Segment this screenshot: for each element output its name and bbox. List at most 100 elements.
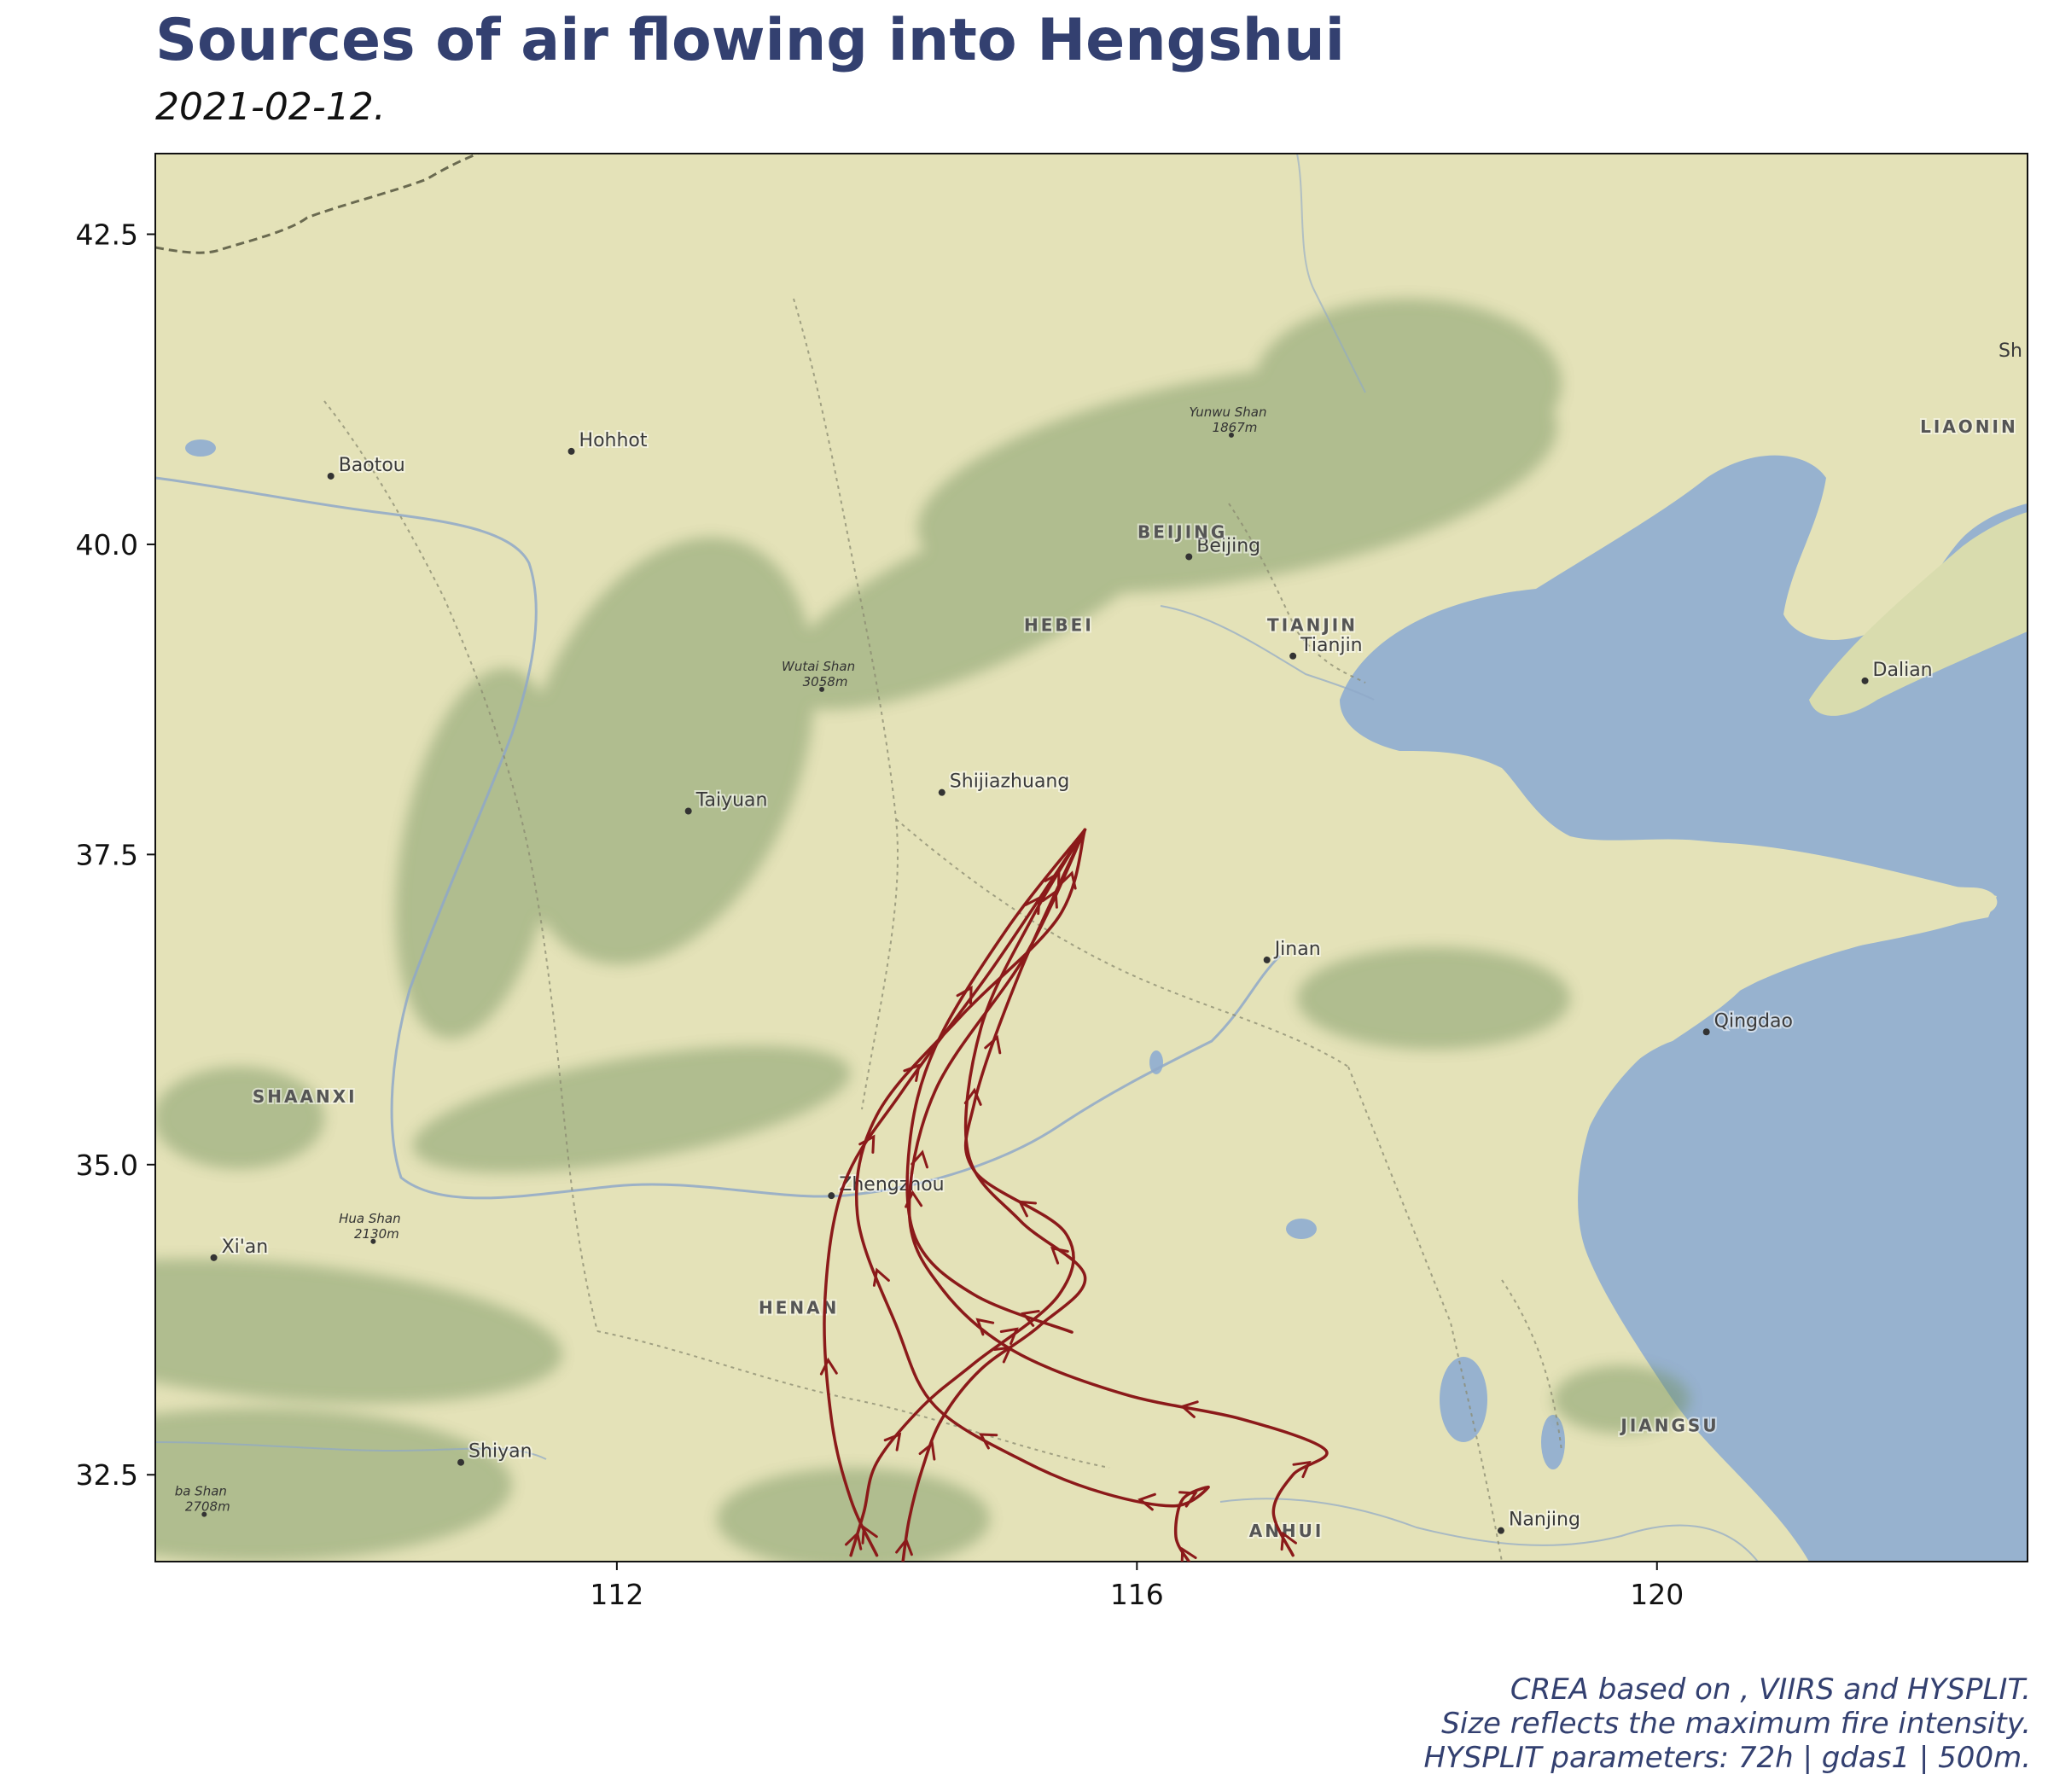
trajectory-arrow (1280, 1531, 1297, 1551)
city-label: Nanjing (1509, 1510, 1580, 1531)
northern-river (1296, 154, 1366, 393)
trajectory-arrow (984, 1034, 1002, 1055)
city-marker (1263, 956, 1271, 963)
edge-label: Sh (1999, 340, 2022, 362)
trajectory-arrow (872, 1267, 890, 1287)
peak-marker (1228, 432, 1234, 438)
caption-line-2: Size reflects the maximum fire intensity… (1441, 1707, 2031, 1741)
city-label: Baotou (339, 455, 405, 476)
trajectory-arrow (1178, 1491, 1198, 1508)
city-marker (210, 1254, 218, 1261)
peak-elevation: 2708m (185, 1499, 230, 1515)
peak-name: Yunwu Shan (1189, 404, 1266, 420)
city-label: Zhengzhou (839, 1174, 944, 1196)
peak-name: ba Shan (175, 1484, 227, 1499)
trajectory-line (901, 828, 1087, 1562)
city-label: Xi'an (222, 1236, 269, 1258)
shandong-peninsula (1502, 841, 1997, 1263)
x-tick-label: 112 (590, 1578, 643, 1611)
city-marker (1289, 652, 1297, 660)
trajectory-line (905, 828, 1087, 1334)
peak-marker (370, 1238, 376, 1244)
region-label: HEBEI (1024, 615, 1094, 636)
peak-elevation: 3058m (803, 674, 848, 689)
lake (185, 439, 216, 457)
y-tick-label: 32.5 (76, 1458, 138, 1492)
trajectory-arrow (1292, 1460, 1312, 1479)
caption-line-1: CREA based on , VIIRS and HYSPLIT. (1510, 1673, 2031, 1707)
trajectory-arrow (1059, 870, 1077, 890)
haihe-river (1160, 605, 1375, 701)
mountain-shading (155, 299, 1690, 1562)
map-frame (154, 153, 2028, 1562)
y-tick-label: 40.0 (76, 528, 138, 561)
city-marker (828, 1192, 835, 1200)
liaodong-peninsula (1809, 512, 2028, 716)
sea-water (1340, 455, 2028, 1562)
trajectory-arrow (999, 1327, 1019, 1345)
caption: CREA based on , VIIRS and HYSPLIT. Size … (1423, 1673, 2031, 1775)
trajectory-arrow (861, 1525, 878, 1545)
map-panel (155, 154, 2028, 1562)
city-marker (1185, 553, 1193, 561)
city-marker (1702, 1028, 1710, 1036)
city-label: Beijing (1196, 535, 1260, 556)
region-label: TIANJIN (1267, 615, 1358, 636)
city-marker (457, 1458, 465, 1466)
x-tick-label: 116 (1110, 1578, 1164, 1611)
trajectory-line (823, 828, 1087, 1557)
city-label: Hohhot (579, 430, 648, 451)
trajectory-arrow (1050, 1246, 1069, 1265)
peak-elevation: 2130m (354, 1226, 399, 1242)
city-label: Dalian (1873, 660, 1933, 681)
y-tick-label: 37.5 (76, 838, 138, 871)
trajectory-layer (819, 828, 1329, 1562)
huai-river (1219, 1498, 1759, 1562)
city-label: Taiyuan (695, 789, 768, 811)
y-tick-label: 35.0 (76, 1149, 138, 1182)
trajectory-arrow (963, 1087, 982, 1106)
chart-subtitle: 2021-02-12. (155, 85, 386, 129)
trajectory-arrow (1017, 1200, 1037, 1218)
city-marker (567, 447, 575, 455)
peak-marker (201, 1511, 207, 1517)
y-tick-label: 42.5 (76, 218, 138, 251)
peak-name: Hua Shan (339, 1211, 400, 1226)
trajectory-arrow (895, 1537, 913, 1556)
lake (1286, 1219, 1317, 1239)
city-marker (684, 807, 692, 815)
yellow-river (155, 476, 1282, 1200)
region-label: SHAANXI (253, 1086, 358, 1107)
trajectory-arrow (918, 1441, 936, 1461)
peak-marker (819, 686, 825, 692)
peak-name: Wutai Shan (782, 659, 855, 674)
x-tick-label: 120 (1630, 1578, 1684, 1611)
trajectory-arrow (911, 1149, 928, 1169)
region-label: HENAN (759, 1297, 839, 1318)
lake (1541, 1415, 1565, 1469)
trajectory-line (849, 828, 1087, 1557)
trajectory-arrow (883, 1432, 902, 1452)
city-marker (1497, 1527, 1504, 1534)
trajectory-arrow (845, 1531, 863, 1551)
city-label: Jinan (1273, 939, 1321, 960)
city-label: Shijiazhuang (950, 771, 1070, 793)
region-label: BEIJING (1137, 522, 1227, 543)
trajectory-arrow (903, 1063, 922, 1082)
city-label: Shiyan (468, 1441, 532, 1463)
trajectory-line (854, 828, 1210, 1562)
city-marker (327, 472, 335, 480)
map-labels: Baotou Hohhot Beijing Tianjin Shijiazhuang Ta… (175, 340, 2022, 1543)
region-label: JIANGSU (1619, 1415, 1719, 1435)
city-marker (938, 788, 945, 796)
trajectory-arrow (1180, 1546, 1197, 1562)
national-border (155, 154, 479, 254)
trajectory-arrow (1137, 1492, 1156, 1511)
province-borders (323, 298, 1562, 1562)
trajectory-arrow (819, 1357, 838, 1376)
trajectory-arrow (1179, 1400, 1199, 1418)
chart-title: Sources of air flowing into Hengshui (155, 7, 1345, 74)
region-label: LIAONIN (1920, 416, 2018, 437)
han-river (155, 1441, 547, 1460)
